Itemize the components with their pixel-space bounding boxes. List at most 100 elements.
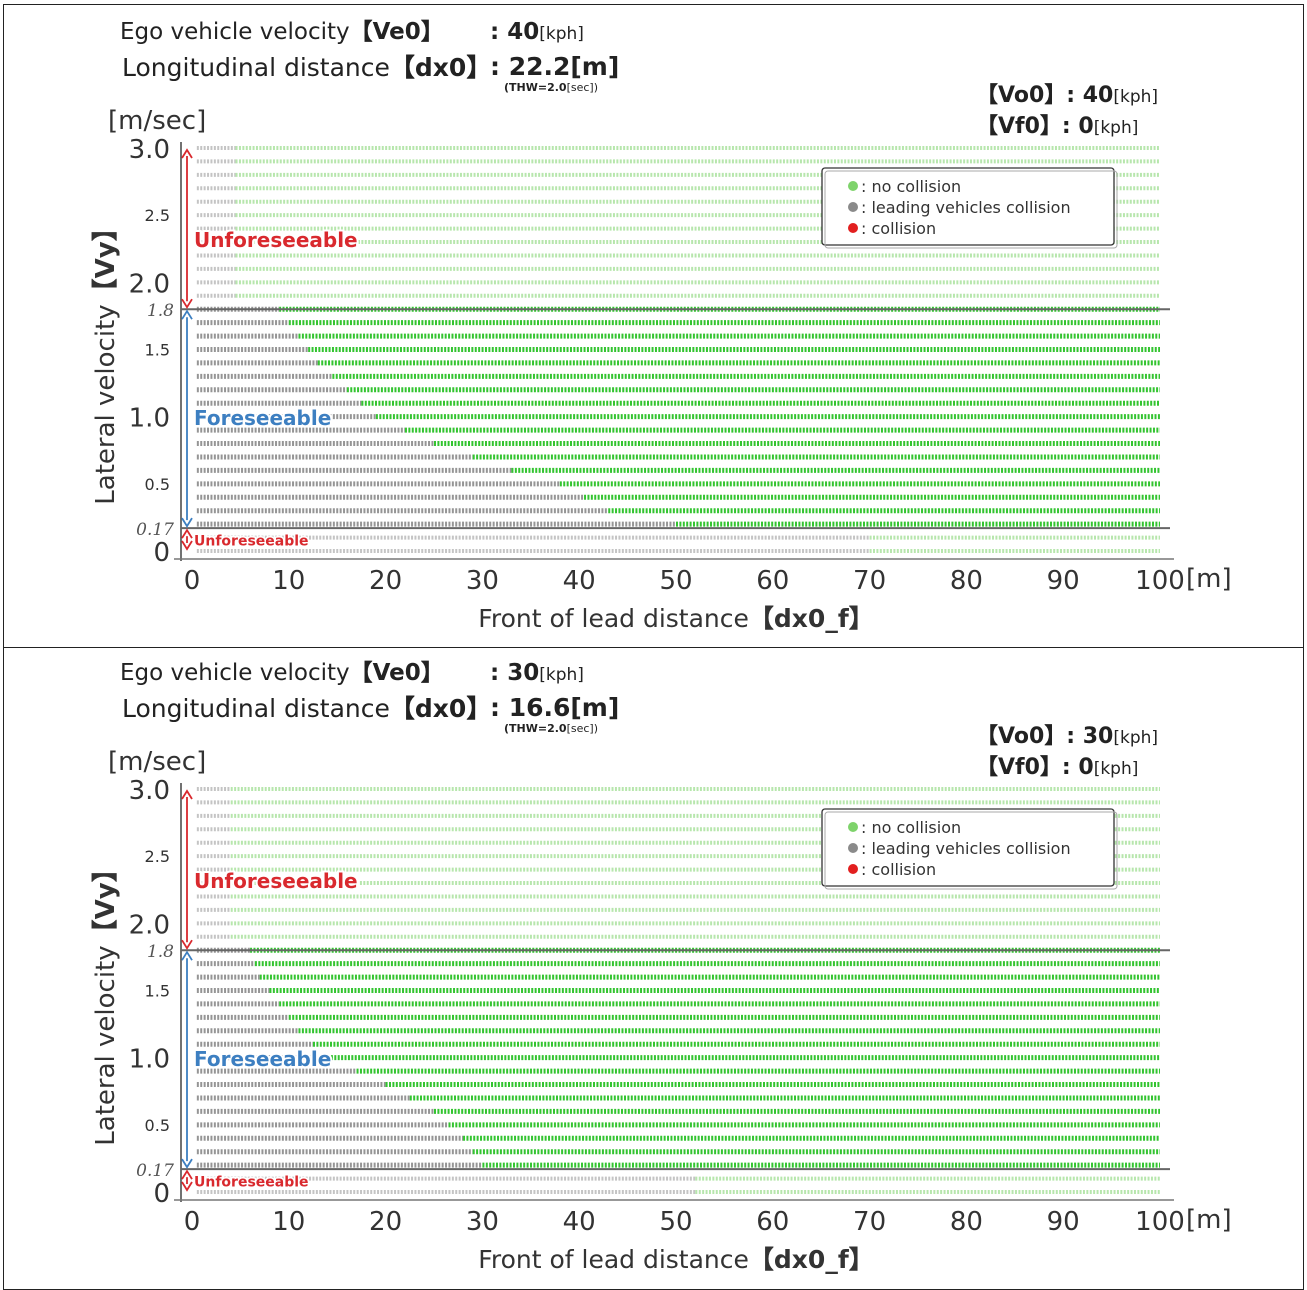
- y-tick-label: 1.5: [145, 982, 170, 1001]
- y-unit-label: [m/sec]: [108, 747, 206, 777]
- arrow-up-icon: [181, 950, 193, 961]
- y-tick-label: 1.0: [129, 1045, 170, 1075]
- longitudinal-distance-value: 16.6[m]: [508, 693, 620, 722]
- y-tick-label: 2.0: [129, 910, 170, 940]
- data-points: [196, 787, 1160, 1194]
- ego-velocity-value: 30: [507, 660, 540, 686]
- legend-box: [821, 167, 1115, 246]
- colon: :: [1061, 755, 1079, 780]
- y-tick-label: 2.5: [145, 206, 170, 225]
- x-tick-label: 20: [369, 1207, 402, 1237]
- ego-velocity-value-line: : 30[kph]: [490, 662, 584, 685]
- thw-note-a: (THW=2.0: [504, 81, 567, 94]
- x-axis-title-text: Front of lead distance: [478, 604, 749, 633]
- data-points: [196, 146, 1160, 553]
- y-tick-special-label: 0.17: [136, 1161, 174, 1181]
- longitudinal-distance-value-line: : 22.2[m]: [490, 54, 619, 79]
- x-tick-label: 30: [466, 566, 499, 596]
- y-unit-label: [m/sec]: [108, 106, 206, 136]
- arrow-down-icon: [181, 517, 193, 528]
- vf0-line: 【Vf0】: 0[kph]: [976, 116, 1138, 138]
- x-tick-label: 0: [184, 1207, 201, 1237]
- legend-item-label: : leading vehicles collision: [861, 198, 1071, 217]
- legend-shadow: [824, 170, 1118, 249]
- colon: :: [490, 52, 509, 81]
- y-tick-special-label: 1.8: [147, 942, 174, 962]
- thw-note-a: (THW=2.0: [504, 722, 567, 735]
- x-tick-label: 40: [563, 566, 596, 596]
- vf0-key: 【Vf0】: [976, 755, 1062, 780]
- colon: :: [490, 660, 508, 686]
- legend-marker: [848, 843, 858, 853]
- x-tick-label: 0: [184, 566, 201, 596]
- x-axis-title-text: Front of lead distance: [478, 1245, 749, 1274]
- x-tick-label: 60: [756, 566, 789, 596]
- legend: : no collision : leading vehicles collisi…: [821, 808, 1118, 890]
- colon: :: [1066, 724, 1083, 749]
- x-tick-label: 10: [272, 1207, 305, 1237]
- arrow-down-icon: [181, 1158, 193, 1169]
- x-tick-label: 100: [1135, 1207, 1185, 1237]
- vo0-line: 【Vo0】: 30[kph]: [976, 726, 1158, 748]
- ego-velocity-label: Ego vehicle velocity: [120, 19, 350, 45]
- longitudinal-distance-line: Longitudinal distance【dx0】: [122, 696, 491, 721]
- region-label: Unforeseeable: [194, 869, 358, 893]
- x-tick-label: 70: [853, 566, 886, 596]
- vf0-line: 【Vf0】: 0[kph]: [976, 757, 1138, 779]
- vo0-value: 40: [1082, 83, 1114, 108]
- ego-velocity-value-line: : 40[kph]: [490, 21, 584, 44]
- x-tick-label: 80: [950, 1207, 983, 1237]
- legend-item-label: : collision: [861, 219, 936, 238]
- longitudinal-distance-key: 【dx0】: [389, 53, 492, 82]
- thw-note-b: [sec]): [566, 722, 598, 735]
- longitudinal-distance-value: 22.2[m]: [508, 52, 620, 81]
- y-axis-title: Lateral velocity【Vy】: [91, 856, 121, 1145]
- ego-velocity-key: 【Ve0】: [349, 660, 444, 686]
- legend-marker: [848, 223, 858, 233]
- x-tick-label: 30: [466, 1207, 499, 1237]
- legend-box: [821, 808, 1115, 887]
- y-axis-title-key: 【Vy】: [91, 215, 121, 304]
- thw-note: (THW=2.0[sec]): [504, 82, 598, 93]
- vf0-unit: [kph]: [1093, 118, 1139, 138]
- legend-marker: [848, 202, 858, 212]
- ego-velocity-key: 【Ve0】: [349, 19, 444, 45]
- arrow-up-icon: [181, 528, 193, 539]
- x-axis-title: Front of lead distance【dx0_f】: [478, 604, 873, 633]
- colon: :: [490, 693, 509, 722]
- arrow-down-icon: [181, 939, 193, 950]
- x-tick-label: 20: [369, 566, 402, 596]
- legend-marker: [848, 864, 858, 874]
- x-axis-title-key: 【dx0_f】: [749, 1245, 874, 1274]
- y-tick-special-label: 0.17: [136, 520, 174, 540]
- y-tick-label: 0.5: [145, 475, 170, 494]
- legend-item-label: : no collision: [861, 818, 961, 837]
- region-label: Foreseeable: [194, 406, 331, 430]
- arrow-up-icon: [181, 1169, 193, 1180]
- vo0-line: 【Vo0】: 40[kph]: [976, 85, 1158, 107]
- y-axis-title-key: 【Vy】: [91, 856, 121, 945]
- y-tick-label: 0: [153, 538, 170, 568]
- legend-item-label: : no collision: [861, 177, 961, 196]
- colon: :: [1061, 114, 1079, 139]
- region-label: Unforeseeable: [194, 1175, 309, 1191]
- legend-item-label: : collision: [861, 860, 936, 879]
- x-axis-title-key: 【dx0_f】: [749, 604, 874, 633]
- thw-note: (THW=2.0[sec]): [504, 723, 598, 734]
- ego-velocity-label: Ego vehicle velocity: [120, 660, 350, 686]
- x-unit-label: [m]: [1186, 564, 1232, 594]
- arrow-up-icon: [181, 309, 193, 320]
- arrow-down-icon: [181, 298, 193, 309]
- y-axis-title-text: Lateral velocity: [91, 945, 121, 1145]
- x-tick-label: 40: [563, 1207, 596, 1237]
- vf0-key: 【Vf0】: [976, 114, 1062, 139]
- vo0-unit: [kph]: [1113, 728, 1159, 748]
- x-unit-label: [m]: [1186, 1205, 1232, 1235]
- longitudinal-distance-line: Longitudinal distance【dx0】: [122, 55, 491, 80]
- colon: :: [1066, 83, 1083, 108]
- legend: : no collision : leading vehicles collisi…: [821, 167, 1118, 249]
- x-tick-label: 10: [272, 566, 305, 596]
- longitudinal-distance-label: Longitudinal distance: [122, 694, 390, 723]
- chart-panel-1: Ego vehicle velocity【Ve0】 : 40[kph] Long…: [3, 4, 1304, 648]
- legend-item-label: : leading vehicles collision: [861, 839, 1071, 858]
